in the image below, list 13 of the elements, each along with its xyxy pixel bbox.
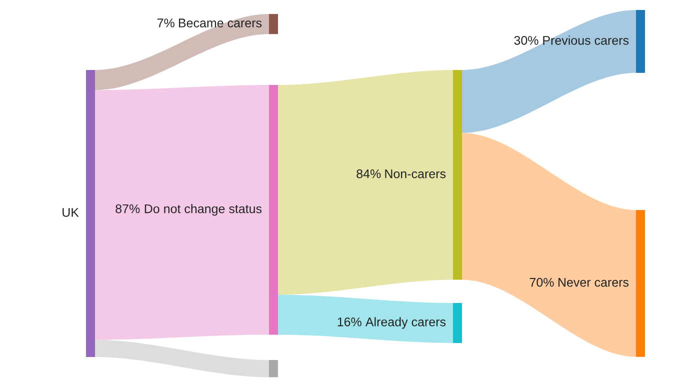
data-label: 84% (356, 169, 381, 178)
data-label: 70% (530, 278, 554, 287)
data-label: 87% (116, 204, 140, 214)
category-label: Previous carers (543, 36, 629, 45)
data-label: 30% (514, 36, 538, 45)
category-label: Became carers (178, 18, 262, 28)
data-label: 7% (157, 18, 174, 28)
category-label: Do not change status (144, 204, 262, 216)
category-label: Non-carers (385, 170, 446, 178)
category-label: Already carers (365, 317, 446, 329)
category-label: UK (62, 208, 79, 217)
data-label: 16% (338, 317, 362, 326)
category-label: Never carers (558, 278, 629, 287)
